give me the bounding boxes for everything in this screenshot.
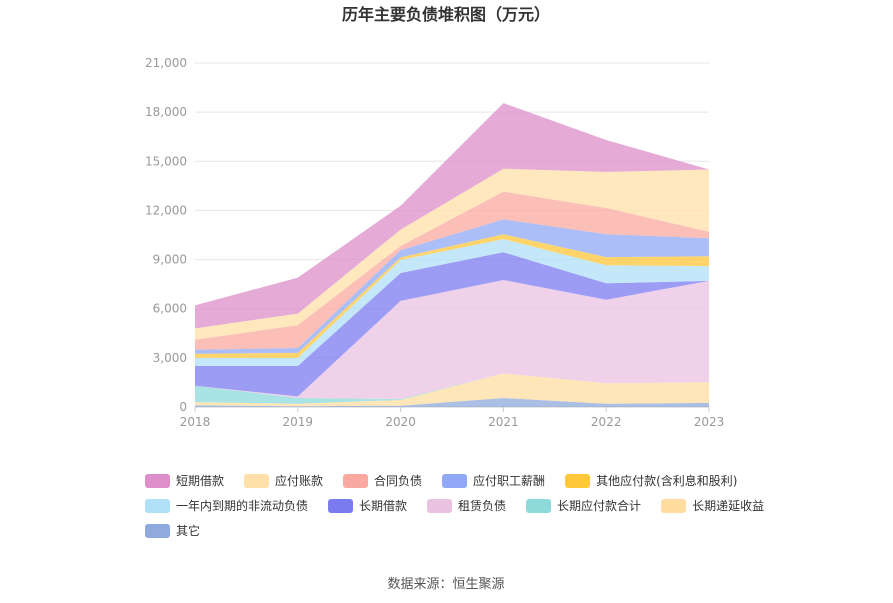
y-tick-label: 0 [179,400,187,414]
x-tick-label: 2022 [591,415,622,429]
y-tick-label: 3,000 [153,351,187,365]
legend-swatch [565,474,591,488]
y-tick-label: 6,000 [153,302,187,316]
legend-label: 长期递延收益 [692,499,764,513]
y-tick-label: 18,000 [145,105,187,119]
legend-label: 其他应付款(含利息和股利) [596,473,737,488]
legend-swatch [442,474,468,488]
legend-item[interactable]: 应付账款 [244,473,323,488]
area-长期递延收益 [195,373,709,407]
legend-label: 应付职工薪酬 [473,473,545,488]
area-长期应付款合计 [195,373,709,404]
y-tick-label: 12,000 [145,203,187,217]
legend-swatch [145,474,170,488]
legend-label: 长期应付款合计 [557,498,641,513]
y-axis: 0 3,000 6,000 9,000 12,000 15,000 18,000 21,000 [145,56,187,414]
legend-item[interactable]: 租赁负债 [427,499,506,513]
y-tick-label: 9,000 [153,253,187,267]
area-应付账款 [195,168,709,340]
area-租赁负债 [195,280,709,400]
legend-label: 合同负债 [374,473,422,488]
legend-item[interactable]: 长期借款 [328,499,407,513]
legend-swatch [145,499,170,513]
legend-item[interactable]: 长期应付款合计 [526,498,641,513]
legend-swatch [427,499,453,513]
legend-label: 短期借款 [176,474,224,488]
legend-label: 租赁负债 [458,499,506,513]
chart-title: 历年主要负债堆积图（万元） [342,5,550,24]
y-tick-label: 15,000 [145,154,187,168]
legend-label: 应付账款 [275,473,323,488]
area-短期借款 [195,103,709,329]
legend-swatch [328,499,354,513]
area-一年内到期的非流动负债 [195,239,709,366]
source-note: 数据来源：恒生聚源 [387,577,504,592]
x-tick-label: 2018 [180,415,211,429]
area-长期借款 [195,252,709,397]
legend-item[interactable]: 其他应付款(含利息和股利) [565,473,737,488]
x-tick-label: 2019 [283,415,314,429]
legend-item[interactable]: 短期借款 [145,474,224,488]
legend-swatch [244,474,270,488]
legend: 短期借款 应付账款 合同负债 应付职工薪酬 其他应付款(含利息和股利) 一年内到期的非流动… [145,473,764,538]
legend-swatch [661,499,687,513]
legend-item[interactable]: 合同负债 [343,473,422,488]
x-tick-label: 2021 [488,415,519,429]
legend-label: 一年内到期的非流动负债 [176,498,308,513]
legend-item[interactable]: 应付职工薪酬 [442,473,545,488]
x-axis: 2018 2019 2020 2021 2022 2023 [180,407,725,429]
legend-item[interactable]: 一年内到期的非流动负债 [145,498,308,513]
legend-swatch [145,524,170,538]
legend-item[interactable]: 长期递延收益 [661,499,764,513]
area-series-group [195,103,709,407]
legend-label: 其它 [176,523,200,538]
x-tick-label: 2023 [694,415,725,429]
area-其它 [195,398,709,407]
legend-label: 长期借款 [359,499,407,513]
x-tick-label: 2020 [385,415,416,429]
legend-swatch [343,474,369,488]
y-tick-label: 21,000 [145,56,187,70]
area-合同负债 [195,191,709,350]
legend-item[interactable]: 其它 [145,523,200,538]
legend-swatch [526,499,552,513]
